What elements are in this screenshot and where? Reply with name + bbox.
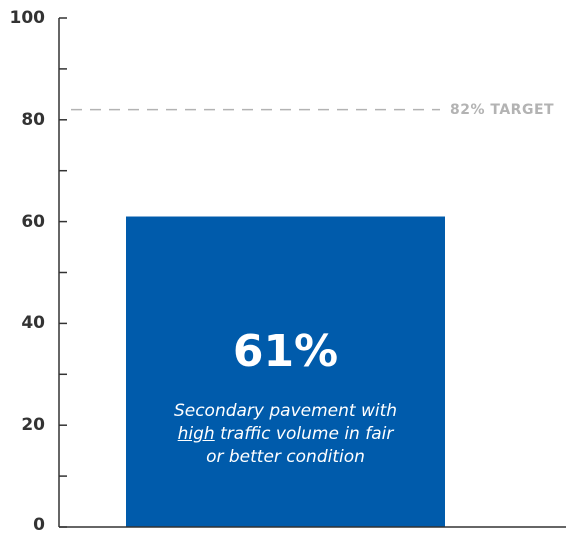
bar-value-label: 61% (232, 326, 339, 377)
y-tick-label-0: 0 (33, 515, 45, 535)
bar-caption-line-1: Secondary pavement with (173, 401, 398, 421)
bar (126, 216, 445, 527)
target-line-label: 82% TARGET (450, 101, 555, 118)
bar-caption-emphasis: high (177, 424, 215, 444)
bar-caption-line-3: or better condition (206, 447, 365, 467)
y-tick-label-40: 40 (21, 313, 45, 334)
y-tick-label-20: 20 (21, 415, 45, 436)
y-tick-label-60: 60 (21, 211, 45, 232)
y-tick-label-80: 80 (21, 109, 45, 130)
y-tick-label-100: 100 (9, 8, 46, 28)
bar-caption: Secondary pavement with high traffic vol… (126, 400, 445, 469)
bar-caption-line-2-rest: traffic volume in fair (214, 424, 394, 444)
bar-caption-line-2: high traffic volume in fair (126, 423, 445, 446)
